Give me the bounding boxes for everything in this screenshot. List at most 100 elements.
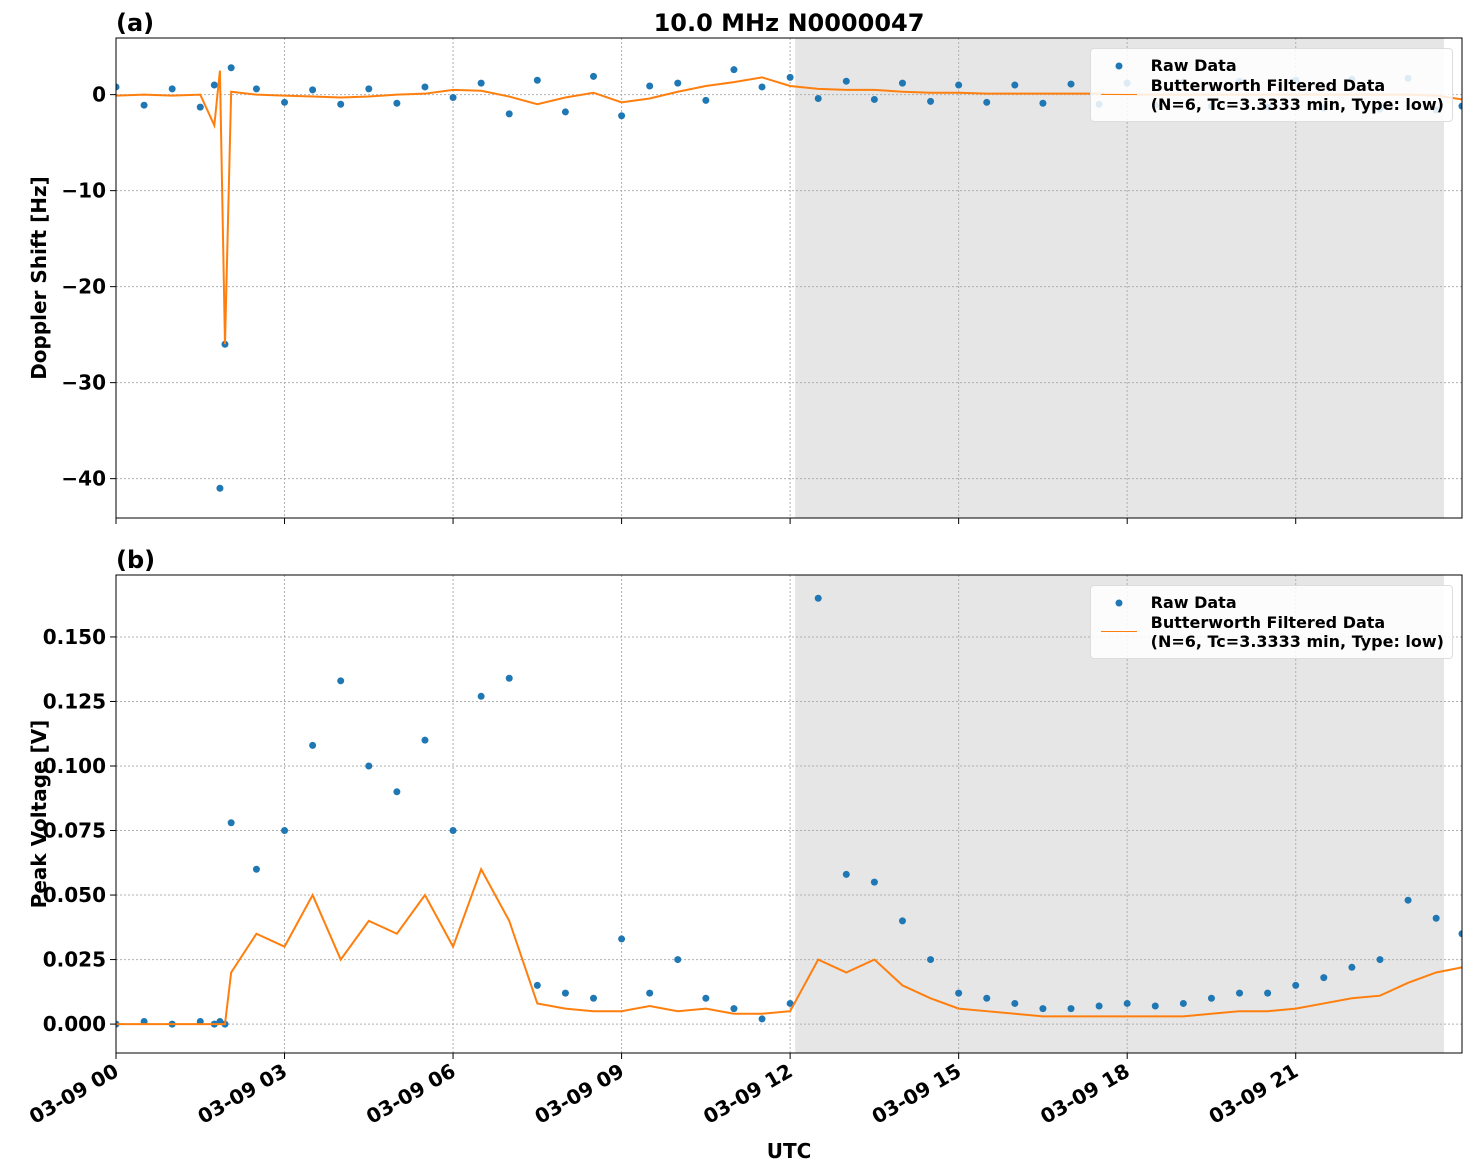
legend-dot <box>1115 62 1123 70</box>
raw-point <box>1376 956 1384 964</box>
y-tick-label: 0.050 <box>43 883 106 907</box>
raw-point <box>449 94 457 102</box>
raw-point <box>196 103 204 111</box>
raw-point <box>1011 999 1019 1007</box>
raw-point <box>252 85 260 93</box>
y-tick-label: −40 <box>61 467 106 491</box>
raw-point <box>646 989 654 997</box>
y-tick-label: −30 <box>61 371 106 395</box>
x-tick-label: 03-09 15 <box>868 1059 966 1129</box>
raw-point <box>842 870 850 878</box>
y-tick-label: 0.150 <box>43 625 106 649</box>
plot-area <box>116 594 1462 1028</box>
raw-point <box>140 101 148 109</box>
raw-point <box>955 989 963 997</box>
x-tick-label: 03-09 03 <box>193 1059 291 1129</box>
chart-title: 10.0 MHz N0000047 <box>654 9 925 37</box>
y-tick-label: 0.000 <box>43 1012 106 1036</box>
raw-point <box>1236 989 1244 997</box>
legend-swatch <box>1115 62 1123 70</box>
raw-point <box>646 82 654 90</box>
legend-entry: Butterworth Filtered Data (N=6, Tc=3.333… <box>1099 76 1444 114</box>
raw-point <box>983 994 991 1002</box>
y-tick-label: −20 <box>61 275 106 299</box>
raw-point <box>1123 999 1131 1007</box>
raw-point <box>927 97 935 105</box>
legend-entry: Raw Data <box>1099 593 1444 612</box>
raw-point <box>1320 974 1328 982</box>
raw-point <box>1458 930 1462 938</box>
raw-point <box>1039 99 1047 107</box>
raw-point <box>421 83 429 91</box>
filtered-line <box>116 866 1462 1026</box>
raw-point <box>590 994 598 1002</box>
raw-point <box>1292 981 1300 989</box>
axes-frame <box>115 574 1463 1054</box>
x-tick-label: 03-09 09 <box>531 1059 629 1129</box>
raw-point <box>533 981 541 989</box>
x-tick-label: 03-09 21 <box>1205 1059 1303 1129</box>
raw-point <box>814 594 822 602</box>
raw-point <box>227 64 235 72</box>
raw-point <box>252 865 260 873</box>
legend: Raw Data Butterworth Filtered Data (N=6, … <box>1089 585 1453 659</box>
raw-point <box>927 956 935 964</box>
raw-point <box>421 736 429 744</box>
raw-point <box>281 827 289 835</box>
axes-frame <box>115 37 1463 519</box>
y-tick-label: 0.100 <box>43 754 106 778</box>
raw-point <box>842 77 850 85</box>
raw-point <box>477 79 485 87</box>
raw-point <box>561 108 569 116</box>
raw-point <box>786 73 794 81</box>
raw-point <box>758 1015 766 1023</box>
raw-point <box>702 994 710 1002</box>
y-axis-title: Doppler Shift [Hz] <box>27 176 51 380</box>
raw-point <box>1179 999 1187 1007</box>
raw-point <box>477 692 485 700</box>
raw-point <box>337 100 345 108</box>
legend-entry: Raw Data <box>1099 56 1444 75</box>
raw-point <box>116 83 120 91</box>
panel-label: (a) <box>116 9 154 37</box>
raw-point <box>1432 914 1440 922</box>
raw-point <box>210 81 218 89</box>
raw-point <box>1458 102 1462 110</box>
y-tick-label: 0.075 <box>43 819 106 843</box>
raw-point <box>870 95 878 103</box>
raw-point <box>814 94 822 102</box>
raw-point <box>1207 994 1215 1002</box>
raw-point <box>590 72 598 80</box>
raw-point <box>393 99 401 107</box>
raw-point <box>1039 1005 1047 1013</box>
raw-point <box>216 484 224 492</box>
x-tick-label: 03-09 06 <box>362 1059 460 1129</box>
raw-point <box>1264 989 1272 997</box>
raw-point <box>983 98 991 106</box>
legend-label: Butterworth Filtered Data (N=6, Tc=3.333… <box>1150 76 1444 114</box>
raw-point <box>786 999 794 1007</box>
legend-swatch <box>1100 94 1137 95</box>
raw-point <box>561 989 569 997</box>
legend-swatch <box>1100 631 1137 632</box>
y-tick-label: 0 <box>92 83 106 107</box>
raw-point <box>393 788 401 796</box>
legend-swatch <box>1115 599 1123 607</box>
legend-dot <box>1115 599 1123 607</box>
raw-point <box>227 819 235 827</box>
raw-point <box>898 79 906 87</box>
x-tick-label: 03-09 18 <box>1036 1059 1134 1129</box>
x-tick-label: 03-09 12 <box>699 1059 797 1129</box>
raw-point <box>505 110 513 118</box>
legend-label: Raw Data <box>1150 593 1237 612</box>
raw-point <box>758 83 766 91</box>
legend-label: Raw Data <box>1150 56 1237 75</box>
raw-point <box>281 98 289 106</box>
raw-point <box>449 827 457 835</box>
panel-label: (b) <box>116 546 155 574</box>
raw-point <box>365 762 373 770</box>
raw-point <box>898 917 906 925</box>
legend-label: Butterworth Filtered Data (N=6, Tc=3.333… <box>1150 613 1444 651</box>
raw-point <box>337 677 345 685</box>
